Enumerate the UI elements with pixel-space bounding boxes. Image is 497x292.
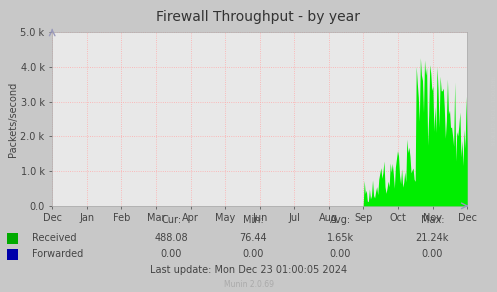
Text: Max:: Max: (420, 215, 444, 225)
Text: Avg:: Avg: (330, 215, 351, 225)
Text: Munin 2.0.69: Munin 2.0.69 (224, 280, 273, 289)
Text: Min:: Min: (243, 215, 264, 225)
Y-axis label: Packets/second: Packets/second (7, 81, 17, 157)
Text: Cur:: Cur: (162, 215, 181, 225)
Text: 21.24k: 21.24k (415, 233, 449, 243)
Text: 0.00: 0.00 (330, 249, 351, 259)
Text: RRDTOOL / TOBI OETIKER: RRDTOOL / TOBI OETIKER (490, 76, 495, 146)
Text: 0.00: 0.00 (243, 249, 264, 259)
Text: Received: Received (32, 233, 77, 243)
Text: 488.08: 488.08 (155, 233, 188, 243)
Text: 0.00: 0.00 (161, 249, 182, 259)
Text: Forwarded: Forwarded (32, 249, 83, 259)
Text: Last update: Mon Dec 23 01:00:05 2024: Last update: Mon Dec 23 01:00:05 2024 (150, 265, 347, 275)
Text: Firewall Throughput - by year: Firewall Throughput - by year (157, 10, 360, 24)
Text: 0.00: 0.00 (421, 249, 443, 259)
Text: 1.65k: 1.65k (327, 233, 354, 243)
Text: 76.44: 76.44 (240, 233, 267, 243)
